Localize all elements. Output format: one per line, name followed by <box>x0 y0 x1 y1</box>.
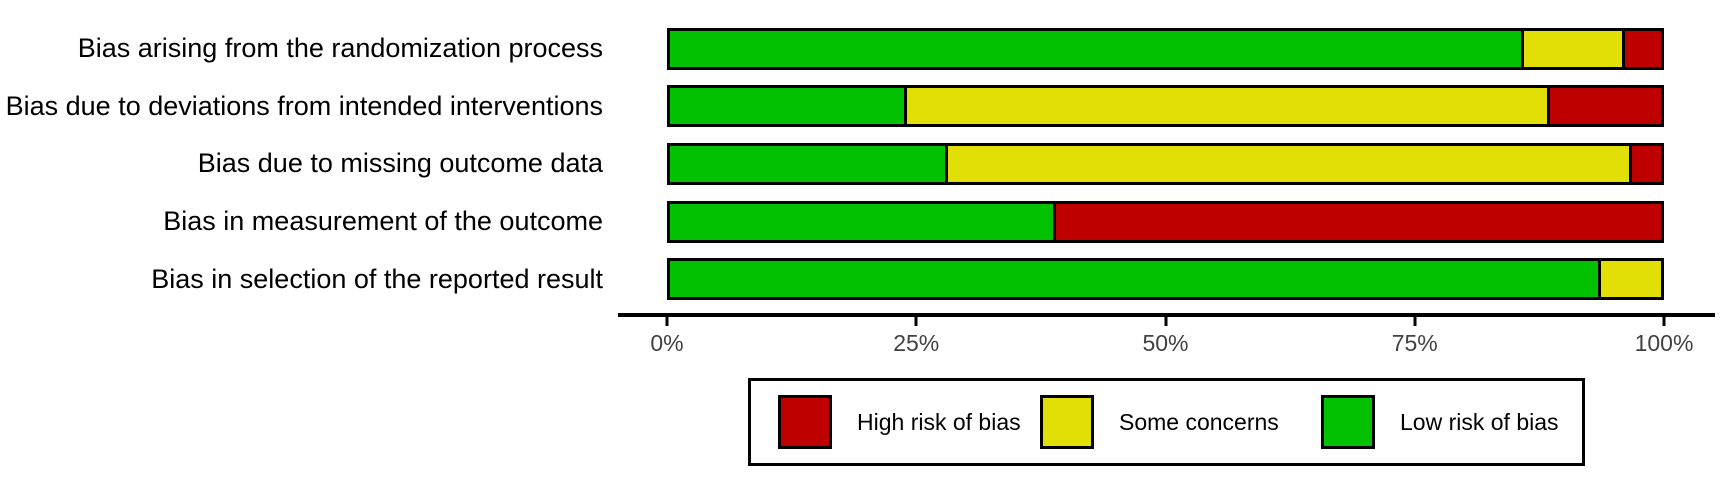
x-axis-tick-mark <box>914 317 918 326</box>
category-label: Bias in selection of the reported result <box>151 263 603 294</box>
bar-segment-high-risk-of-bias <box>1052 203 1661 240</box>
legend-swatch-some-concerns <box>1040 395 1094 449</box>
bar-segment-low-risk-of-bias <box>670 203 1053 240</box>
x-axis-tick-label: 25% <box>893 330 940 356</box>
x-axis-tick-label: 100% <box>1634 330 1694 356</box>
legend-box: High risk of bias Some concerns Low risk o… <box>748 378 1585 466</box>
bar-track <box>667 142 1664 185</box>
bar-segment-high-risk-of-bias <box>1547 88 1661 125</box>
x-axis-tick-label: 0% <box>650 330 684 356</box>
bar-segment-low-risk-of-bias <box>670 261 1598 298</box>
legend-item: Some concerns <box>1040 381 1279 463</box>
category-label: Bias in measurement of the outcome <box>163 206 603 237</box>
bar-segment-low-risk-of-bias <box>670 145 945 182</box>
x-axis-ticks: 0% 25% 50% 75% 100% <box>650 317 1693 367</box>
chart-row: Bias in selection of the reported result <box>0 250 1728 308</box>
legend-label: Some concerns <box>1119 408 1279 435</box>
legend-item: High risk of bias <box>778 381 1021 463</box>
category-label: Bias due to deviations from intended int… <box>5 90 603 121</box>
x-axis-tick-label: 75% <box>1391 330 1438 356</box>
chart-row: Bias arising from the randomization proc… <box>0 20 1728 78</box>
bars-area: Bias arising from the randomization proc… <box>0 20 1728 308</box>
bar-segment-some-concerns <box>1597 261 1661 298</box>
x-axis-tick-mark <box>665 317 669 326</box>
category-label: Bias due to missing outcome data <box>197 148 603 179</box>
chart-row: Bias due to missing outcome data <box>0 135 1728 193</box>
bar-track <box>667 85 1664 128</box>
chart-row: Bias in measurement of the outcome <box>0 193 1728 251</box>
bar-segment-some-concerns <box>944 145 1630 182</box>
x-axis-tick-mark <box>1413 317 1417 326</box>
legend-label: High risk of bias <box>857 408 1021 435</box>
x-axis-tick-mark <box>1662 317 1666 326</box>
bar-track <box>667 258 1664 301</box>
bar-track <box>667 27 1664 70</box>
bar-track <box>667 200 1664 243</box>
x-axis-tick-label: 50% <box>1142 330 1189 356</box>
bar-segment-high-risk-of-bias <box>1629 145 1661 182</box>
x-axis-line <box>618 313 1715 317</box>
bar-segment-low-risk-of-bias <box>670 30 1522 67</box>
bar-segment-some-concerns <box>903 88 1548 125</box>
category-label: Bias arising from the randomization proc… <box>77 33 603 64</box>
legend-swatch-high-risk-of-bias <box>778 395 832 449</box>
x-axis-tick-mark <box>1164 317 1167 326</box>
legend-label: Low risk of bias <box>1400 408 1559 435</box>
chart-row: Bias due to deviations from intended int… <box>0 78 1728 136</box>
bar-segment-high-risk-of-bias <box>1622 30 1661 67</box>
legend-swatch-low-risk-of-bias <box>1321 395 1375 449</box>
bar-segment-some-concerns <box>1521 30 1623 67</box>
legend-item: Low risk of bias <box>1321 381 1559 463</box>
bar-segment-low-risk-of-bias <box>670 88 904 125</box>
